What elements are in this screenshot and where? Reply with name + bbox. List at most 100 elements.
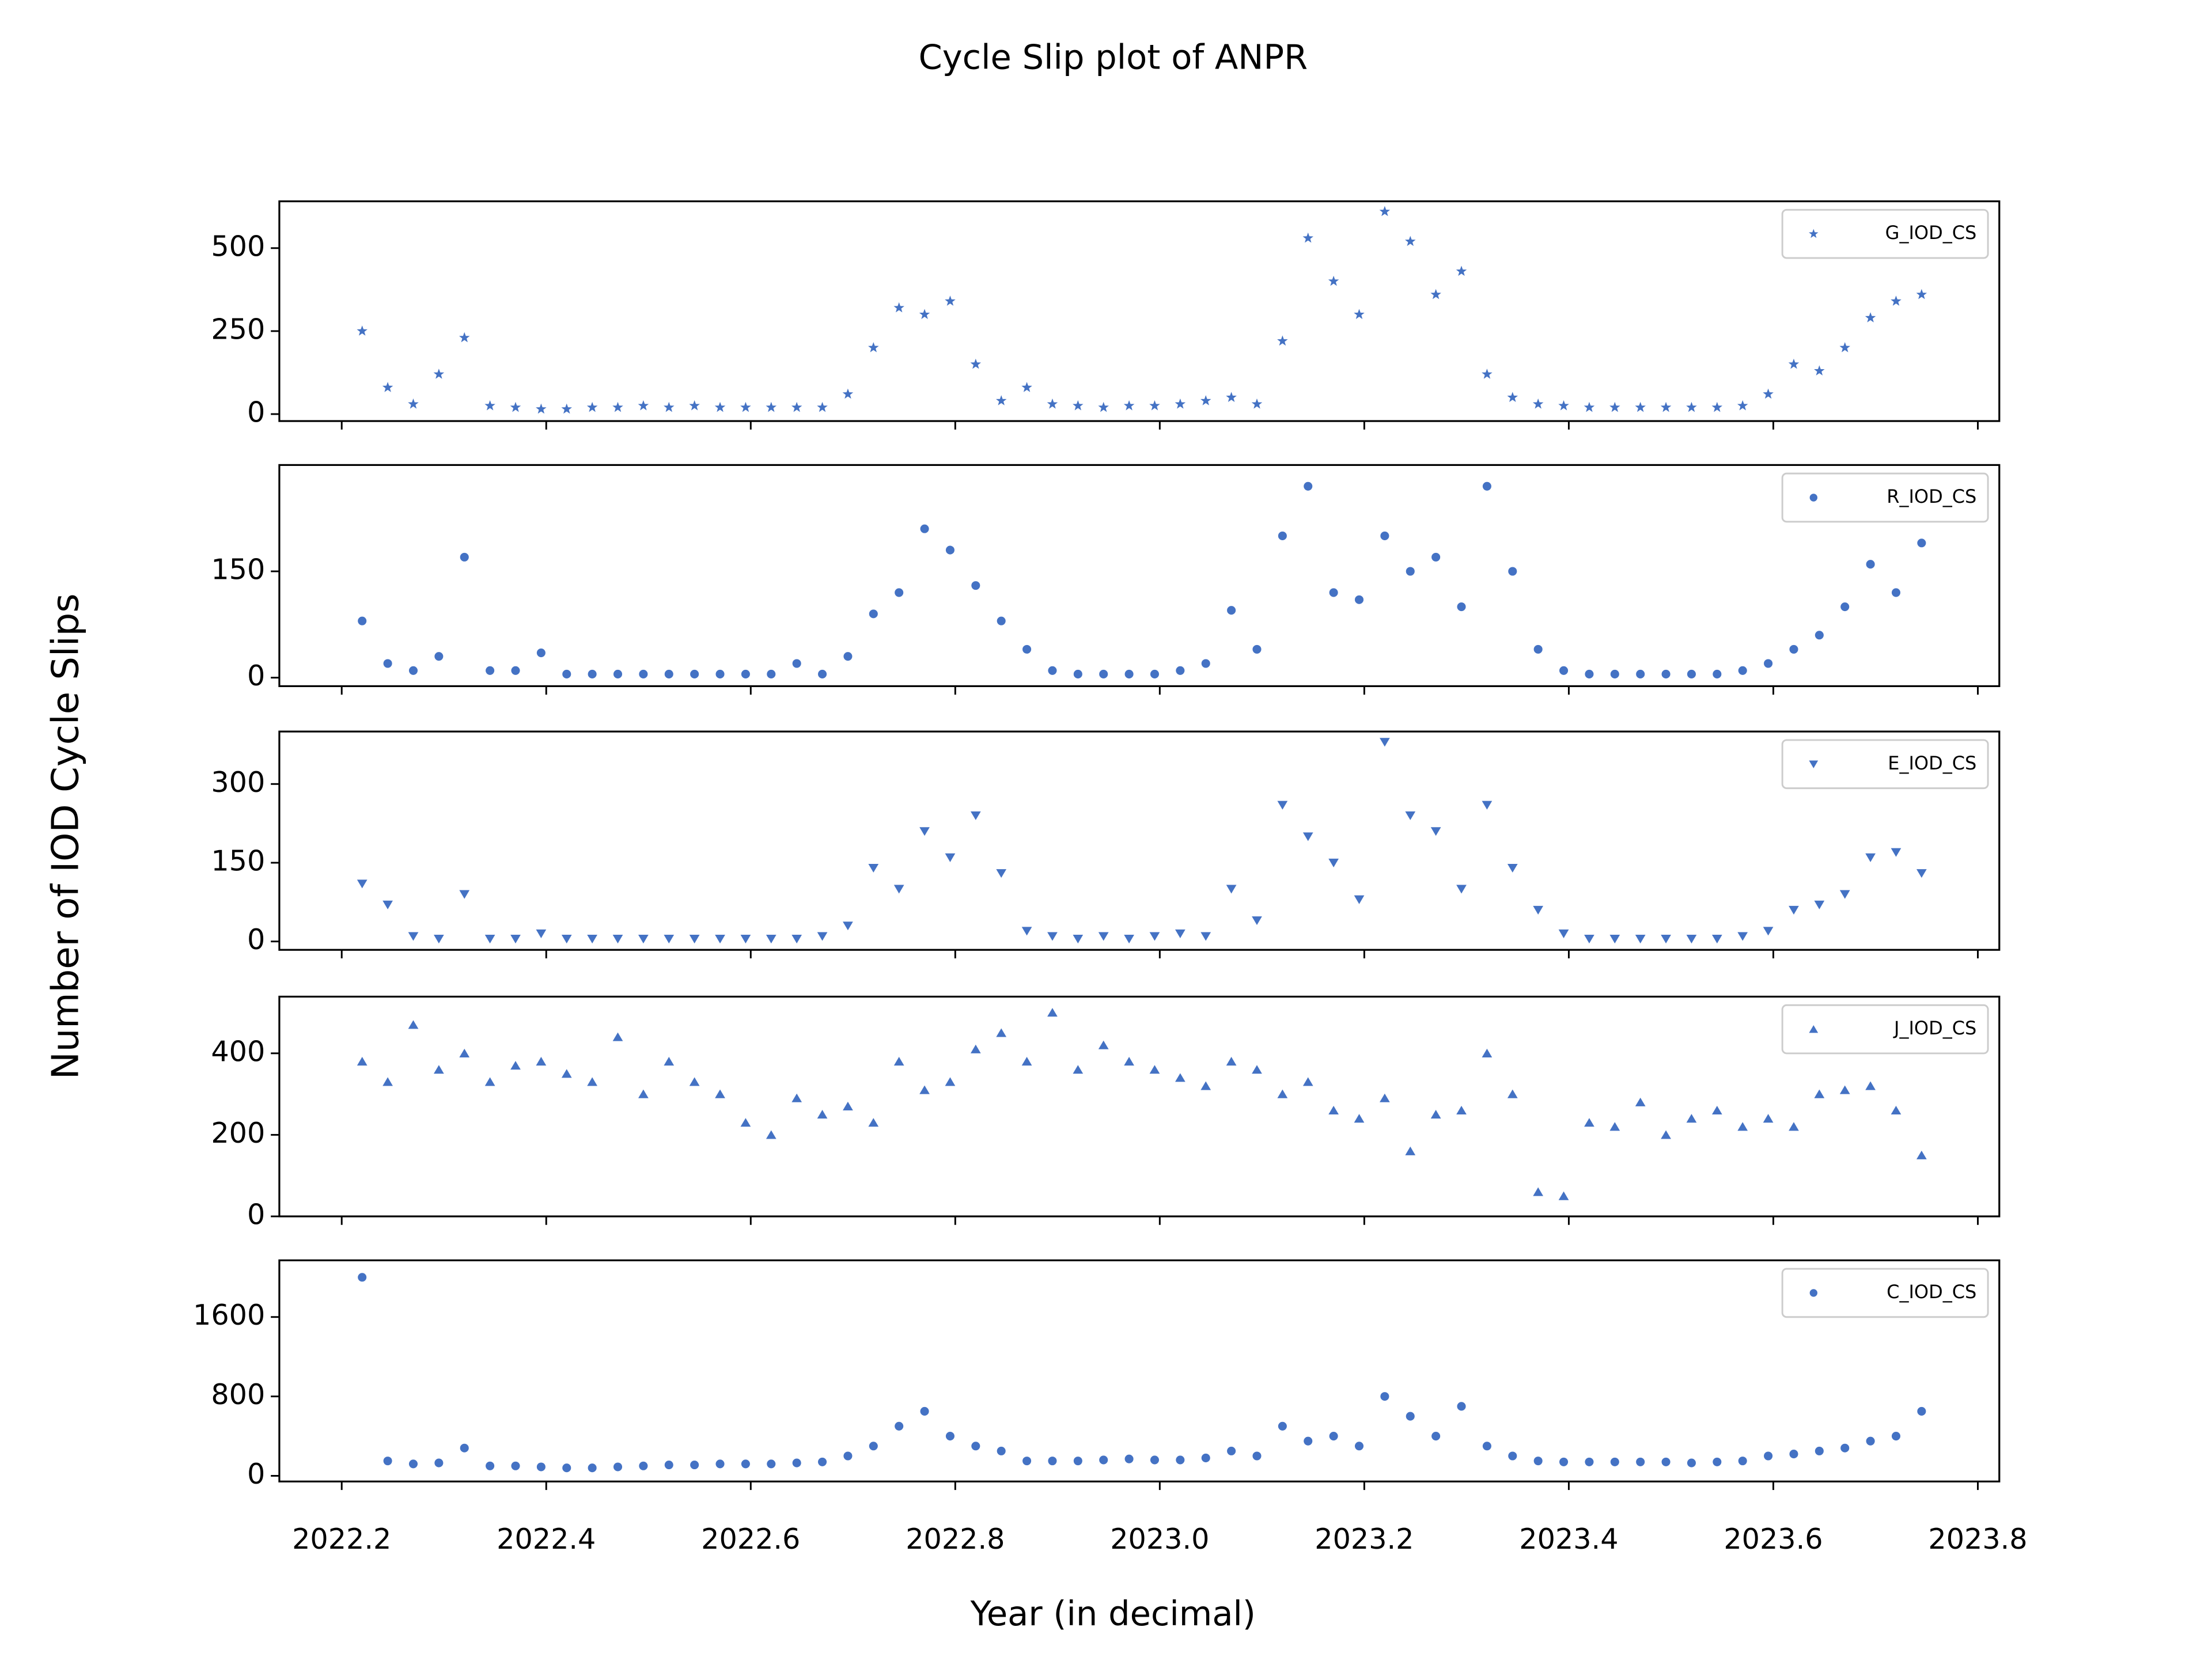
data-point	[1687, 669, 1696, 678]
data-point	[689, 1077, 700, 1086]
data-point	[792, 659, 801, 668]
data-point	[510, 935, 521, 944]
data-point	[1150, 669, 1160, 678]
data-point	[843, 1101, 853, 1110]
y-tick-label: 0	[247, 395, 265, 428]
data-point	[1636, 1457, 1645, 1466]
data-point	[408, 1459, 418, 1469]
data-point	[1227, 606, 1236, 615]
legend-box	[1781, 472, 1989, 523]
x-tick-label: 2022.2	[292, 1522, 391, 1556]
data-point	[1329, 1432, 1338, 1441]
data-point	[1482, 801, 1493, 810]
data-point	[1917, 539, 1926, 548]
data-point	[1022, 1457, 1032, 1466]
data-point	[1507, 392, 1518, 403]
data-point	[766, 1130, 777, 1139]
data-point	[562, 1463, 571, 1473]
data-point	[484, 1077, 495, 1086]
data-point	[1099, 1455, 1108, 1465]
data-point	[741, 1459, 750, 1469]
data-point	[486, 666, 495, 675]
data-point	[1482, 481, 1491, 491]
data-point	[1840, 602, 1850, 612]
data-point	[1788, 358, 1800, 369]
data-point	[1176, 1455, 1185, 1465]
data-point	[971, 581, 980, 590]
data-point	[818, 669, 827, 678]
data-point	[587, 1077, 597, 1086]
data-point	[1304, 481, 1313, 491]
data-point	[1047, 398, 1058, 409]
data-point	[433, 369, 445, 379]
data-point	[587, 935, 597, 944]
data-point	[1456, 266, 1467, 276]
data-point	[1149, 932, 1160, 941]
data-point	[791, 935, 802, 944]
data-point	[1609, 1122, 1620, 1131]
data-point	[1430, 289, 1441, 299]
data-point	[536, 403, 547, 414]
data-point	[1584, 401, 1595, 412]
data-point	[408, 666, 418, 675]
data-point	[1507, 1089, 1518, 1098]
data-point	[1839, 1085, 1850, 1094]
y-tick-label: 0	[247, 923, 265, 956]
data-point	[1789, 1450, 1798, 1459]
data-point	[1431, 552, 1441, 562]
data-point	[919, 827, 930, 836]
legend-label: J_IOD_CS	[1893, 1017, 1976, 1039]
data-point	[1711, 401, 1723, 412]
data-point	[689, 935, 700, 944]
data-point	[1738, 1457, 1747, 1466]
data-point	[1789, 1122, 1799, 1131]
data-point	[1278, 1421, 1287, 1431]
data-point	[1302, 1077, 1313, 1086]
data-point	[1660, 401, 1672, 412]
data-point	[1073, 1065, 1084, 1074]
data-point	[1048, 666, 1057, 675]
data-point	[714, 401, 726, 412]
data-point	[1711, 1105, 1722, 1115]
data-point	[536, 1057, 547, 1066]
data-point	[382, 382, 393, 392]
y-tick-label: 250	[211, 312, 265, 346]
data-point	[1098, 1040, 1109, 1049]
data-point	[1405, 1146, 1416, 1155]
data-point	[893, 885, 904, 894]
data-point	[1328, 275, 1339, 286]
data-point	[612, 1032, 623, 1041]
data-point	[408, 1020, 419, 1029]
data-point	[1865, 1081, 1876, 1090]
data-point	[1636, 669, 1645, 678]
data-point	[1302, 832, 1313, 841]
data-point	[868, 863, 879, 873]
data-point	[1457, 602, 1466, 612]
data-point	[996, 869, 1007, 878]
data-point	[869, 1442, 878, 1451]
data-point	[588, 1463, 597, 1473]
data-point	[818, 1457, 827, 1466]
data-point	[1354, 1114, 1365, 1123]
data-point	[1329, 588, 1338, 597]
data-point	[996, 1028, 1007, 1037]
data-point	[817, 932, 828, 941]
data-point	[484, 935, 495, 944]
data-point	[970, 1044, 981, 1053]
data-point	[1457, 1402, 1466, 1411]
data-point	[1380, 1093, 1390, 1102]
data-point	[715, 1089, 725, 1098]
data-point	[1737, 400, 1748, 411]
data-point	[1559, 1457, 1569, 1466]
data-point	[561, 1069, 572, 1078]
data-point	[1891, 295, 1902, 306]
data-point	[920, 1406, 929, 1416]
data-point	[613, 669, 623, 678]
data-point	[1430, 1110, 1441, 1119]
plot-area	[278, 200, 2001, 422]
data-point	[1865, 312, 1876, 323]
data-point	[945, 545, 955, 555]
data-point	[1814, 900, 1825, 909]
data-point	[1558, 1191, 1569, 1200]
